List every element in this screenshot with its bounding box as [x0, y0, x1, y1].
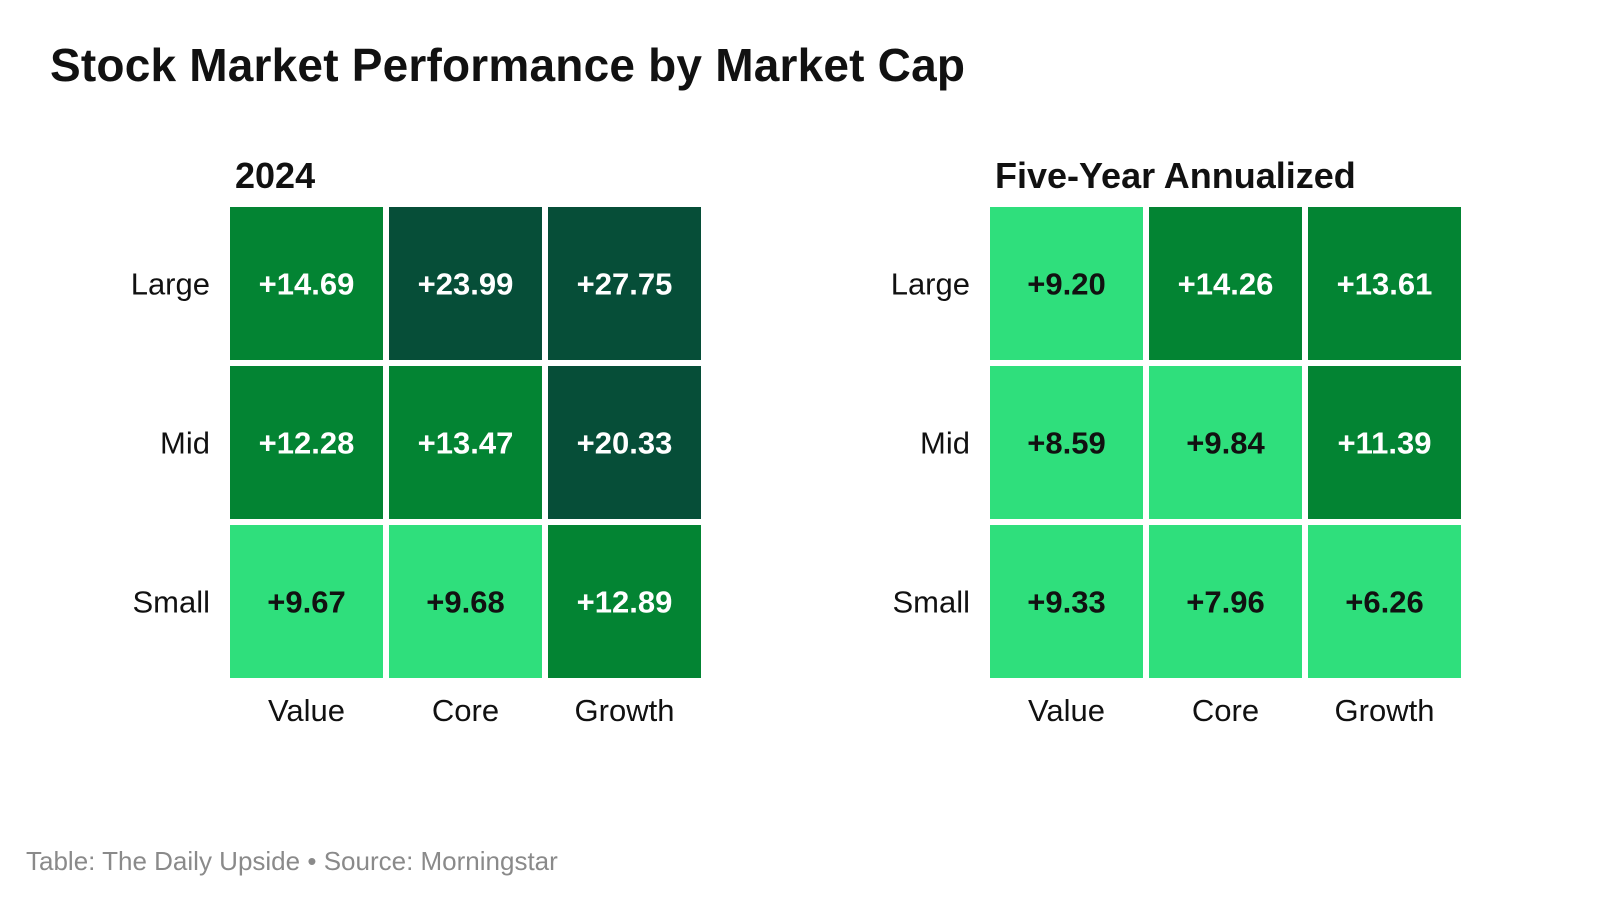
source-credit: Source: Morningstar — [323, 846, 558, 876]
cell-value-small-value: +9.33 — [1027, 585, 1105, 620]
cell-value-small-value: +9.67 — [267, 585, 345, 620]
heatmap-cell-small-growth — [548, 525, 701, 678]
heatmap-cell-small-value — [990, 525, 1143, 678]
heatmap-cell-small-core — [1149, 525, 1302, 678]
heatmap-cell-large-value — [990, 207, 1143, 360]
row-label-mid: Mid — [160, 426, 210, 461]
table-credit: Table: The Daily Upside — [26, 846, 301, 876]
heatmap-cell-mid-growth — [1308, 366, 1461, 519]
col-label-core: Core — [432, 693, 499, 728]
heatmap-cell-large-growth — [548, 207, 701, 360]
cell-value-large-growth: +27.75 — [577, 267, 673, 302]
heatmap-cell-large-value — [230, 207, 383, 360]
row-label-large: Large — [131, 267, 210, 302]
heatmap-cell-mid-value — [230, 366, 383, 519]
cell-value-small-core: +7.96 — [1186, 585, 1264, 620]
heatmap-cell-mid-growth — [548, 366, 701, 519]
heatmap-title-2024: 2024 — [235, 155, 316, 196]
cell-value-large-value: +9.20 — [1027, 267, 1105, 302]
separator-dot: • — [307, 846, 317, 876]
col-label-core: Core — [1192, 693, 1259, 728]
cell-value-large-core: +14.26 — [1178, 267, 1274, 302]
row-label-mid: Mid — [920, 426, 970, 461]
col-label-growth: Growth — [1335, 693, 1435, 728]
heatmap-2024: Large +14.69 +23.99 +27.75 Mid +12.28 +13.47 +2… — [131, 207, 701, 728]
cell-value-mid-growth: +20.33 — [577, 426, 673, 461]
heatmap-cell-large-growth — [1308, 207, 1461, 360]
footer-credit: Table: The Daily Upside • Source: Mornin… — [26, 846, 558, 877]
heatmap-cell-large-core — [1149, 207, 1302, 360]
heatmap-cell-mid-value — [990, 366, 1143, 519]
cell-value-small-growth: +6.26 — [1345, 585, 1423, 620]
heatmap-cell-small-core — [389, 525, 542, 678]
cell-value-large-core: +23.99 — [418, 267, 514, 302]
heatmap-cell-large-core — [389, 207, 542, 360]
cell-value-mid-core: +13.47 — [418, 426, 514, 461]
cell-value-small-core: +9.68 — [426, 585, 504, 620]
row-label-large: Large — [891, 267, 970, 302]
heatmap-cell-mid-core — [389, 366, 542, 519]
cell-value-mid-core: +9.84 — [1186, 426, 1265, 461]
page-title: Stock Market Performance by Market Cap — [50, 39, 966, 91]
cell-value-small-growth: +12.89 — [577, 585, 673, 620]
row-label-small: Small — [132, 585, 210, 620]
heatmap-panel-five-year: Five-Year Annualized Large +9.20 +14.26 +13… — [760, 155, 1480, 755]
heatmap-cell-small-growth — [1308, 525, 1461, 678]
cell-value-mid-growth: +11.39 — [1338, 426, 1432, 461]
heatmap-title-five-year: Five-Year Annualized — [995, 155, 1356, 196]
cell-value-mid-value: +8.59 — [1027, 426, 1105, 461]
heatmap-cell-mid-core — [1149, 366, 1302, 519]
col-label-value: Value — [268, 693, 345, 728]
cell-value-large-growth: +13.61 — [1337, 267, 1433, 302]
col-label-value: Value — [1028, 693, 1105, 728]
row-label-small: Small — [892, 585, 970, 620]
cell-value-mid-value: +12.28 — [259, 426, 355, 461]
heatmap-five-year: Large +9.20 +14.26 +13.61 Mid +8.59 +9.84 +11.3… — [891, 207, 1461, 728]
col-label-growth: Growth — [575, 693, 675, 728]
cell-value-large-value: +14.69 — [259, 267, 355, 302]
heatmap-cell-small-value — [230, 525, 383, 678]
heatmap-panel-2024: 2024 Large +14.69 +23.99 +27.75 Mid +12.28 +13… — [0, 155, 720, 755]
